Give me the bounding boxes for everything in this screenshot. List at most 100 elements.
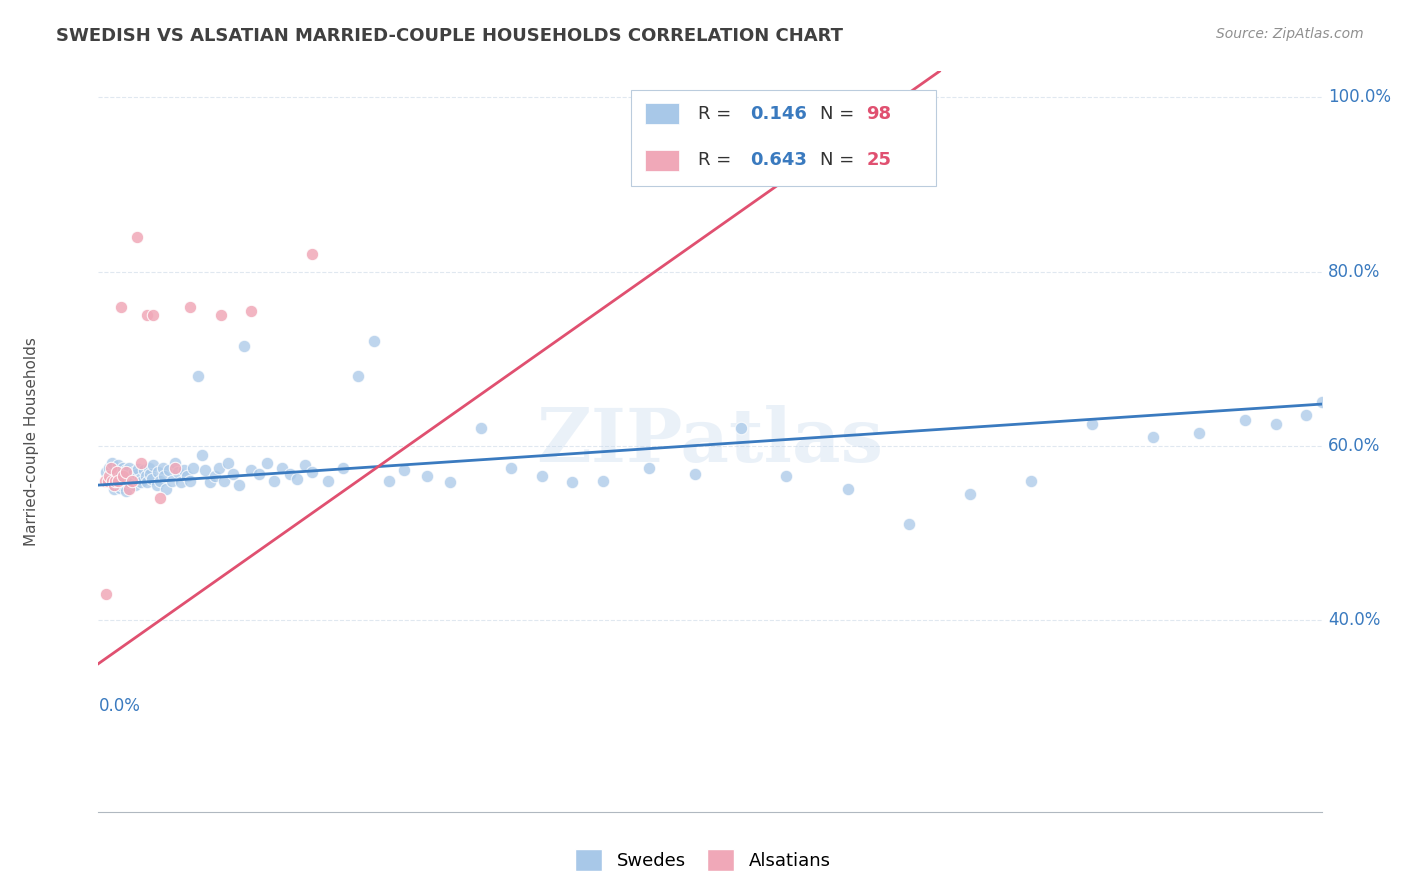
Point	[135, 469, 157, 483]
Point	[163, 460, 186, 475]
Point	[115, 463, 138, 477]
Point	[1081, 417, 1104, 431]
Point	[110, 467, 132, 481]
Point	[100, 460, 122, 475]
Text: 25: 25	[866, 152, 891, 169]
Point	[167, 465, 190, 479]
Point	[136, 308, 159, 322]
Point	[94, 465, 117, 479]
Point	[1188, 425, 1211, 440]
Point	[160, 474, 183, 488]
Text: R =: R =	[697, 152, 737, 169]
Point	[121, 474, 143, 488]
Point	[232, 339, 254, 353]
Point	[332, 460, 354, 475]
Point	[112, 474, 135, 488]
Text: 0.643: 0.643	[751, 152, 807, 169]
Point	[117, 469, 139, 483]
Point	[145, 478, 167, 492]
Point	[111, 469, 134, 483]
Text: 0.0%: 0.0%	[98, 697, 141, 715]
Point	[198, 475, 221, 490]
Point	[301, 247, 323, 261]
Point	[103, 474, 125, 488]
Point	[1142, 430, 1164, 444]
Point	[1310, 395, 1333, 409]
Point	[108, 481, 131, 495]
Text: N =: N =	[820, 104, 860, 122]
Point	[187, 369, 209, 384]
Point	[270, 460, 292, 475]
Point	[439, 475, 461, 490]
Point	[301, 465, 323, 479]
Point	[173, 463, 195, 477]
Text: Married-couple Households: Married-couple Households	[24, 337, 38, 546]
Point	[194, 463, 217, 477]
Point	[294, 458, 316, 472]
Text: 60.0%: 60.0%	[1327, 437, 1381, 455]
Point	[118, 483, 141, 497]
Point	[107, 463, 129, 477]
Text: Source: ZipAtlas.com: Source: ZipAtlas.com	[1216, 27, 1364, 41]
Point	[316, 474, 339, 488]
Point	[501, 460, 523, 475]
Point	[637, 460, 661, 475]
Point	[152, 460, 174, 475]
Point	[118, 460, 141, 475]
Point	[837, 483, 859, 497]
Point	[181, 460, 204, 475]
Point	[127, 462, 149, 476]
Text: ZIPatlas: ZIPatlas	[537, 405, 883, 478]
Text: 100.0%: 100.0%	[1327, 88, 1391, 106]
Point	[775, 469, 797, 483]
Point	[240, 304, 263, 318]
Point	[683, 467, 706, 481]
FancyBboxPatch shape	[630, 90, 936, 186]
Point	[217, 456, 239, 470]
Point	[101, 474, 124, 488]
Point	[228, 478, 250, 492]
Point	[416, 469, 439, 483]
Point	[278, 467, 301, 481]
Point	[1234, 413, 1257, 427]
Point	[204, 469, 226, 483]
Point	[94, 587, 117, 601]
Point	[212, 474, 235, 488]
Point	[122, 465, 145, 479]
Point	[107, 474, 129, 488]
Point	[110, 300, 132, 314]
Point	[129, 456, 152, 470]
Point	[149, 491, 172, 505]
Point	[530, 469, 553, 483]
Point	[105, 472, 128, 486]
Point	[209, 308, 232, 322]
Point	[93, 474, 115, 488]
Point	[897, 517, 920, 532]
Text: 40.0%: 40.0%	[1327, 611, 1381, 629]
Point	[592, 474, 614, 488]
Point	[392, 463, 416, 477]
Legend: Swedes, Alsatians: Swedes, Alsatians	[568, 842, 838, 879]
Point	[157, 463, 180, 477]
Point	[222, 467, 245, 481]
Point	[104, 474, 127, 488]
Point	[104, 475, 127, 490]
Point	[561, 475, 583, 490]
Point	[163, 456, 186, 470]
Point	[136, 475, 159, 490]
Point	[470, 421, 492, 435]
Point	[107, 458, 129, 472]
Text: SWEDISH VS ALSATIAN MARRIED-COUPLE HOUSEHOLDS CORRELATION CHART: SWEDISH VS ALSATIAN MARRIED-COUPLE HOUSE…	[56, 27, 844, 45]
Text: 98: 98	[866, 104, 891, 122]
Point	[191, 448, 214, 462]
Text: N =: N =	[820, 152, 860, 169]
Point	[170, 475, 193, 490]
Text: R =: R =	[697, 104, 737, 122]
Point	[125, 467, 148, 481]
Point	[139, 467, 162, 481]
Point	[247, 467, 270, 481]
Point	[121, 474, 143, 488]
Point	[115, 465, 138, 479]
Point	[1019, 474, 1042, 488]
Point	[146, 465, 169, 479]
